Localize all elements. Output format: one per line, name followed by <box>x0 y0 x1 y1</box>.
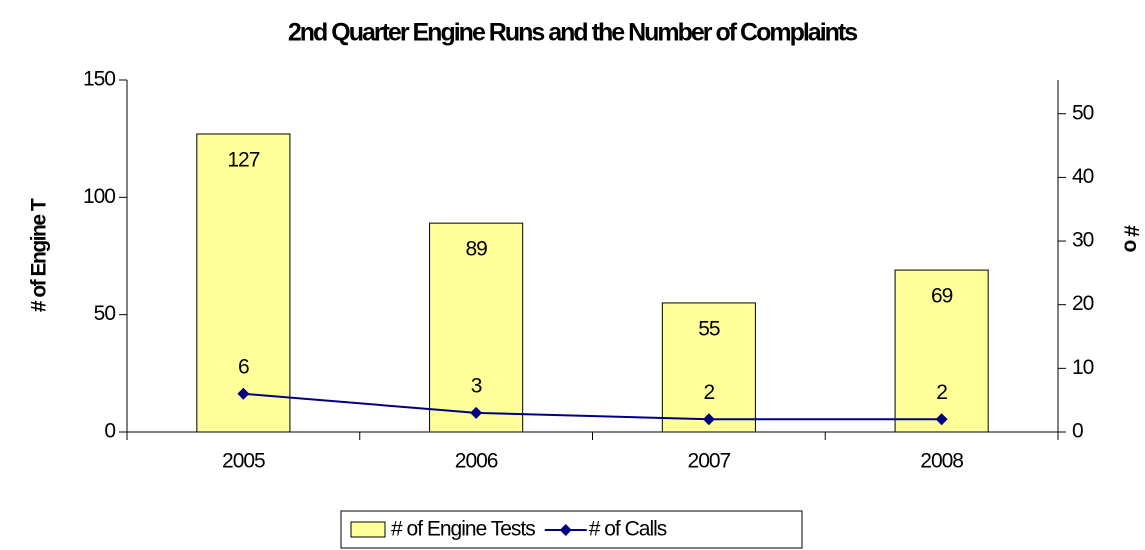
y-tick-label: 150 <box>83 68 115 91</box>
bar <box>661 302 756 433</box>
y2-tick-label: 50 <box>1072 101 1094 124</box>
x-tick-label: 2007 <box>688 450 731 473</box>
x-tick-label: 2008 <box>920 450 963 473</box>
x-tick-label: 2006 <box>455 450 498 473</box>
legend-label: # of Engine Tests <box>391 518 535 541</box>
y2-tick-label: 0 <box>1072 420 1083 443</box>
bar <box>894 269 989 433</box>
line-marker <box>702 413 715 426</box>
y-tick-label: 100 <box>83 185 115 208</box>
y2-axis-label: # o <box>1119 225 1142 252</box>
line-value-label: 3 <box>471 374 482 397</box>
y2-tick-label: 20 <box>1072 292 1094 315</box>
bar-value-label: 69 <box>931 285 953 308</box>
bar-value-label: 89 <box>465 238 487 261</box>
line <box>243 392 942 421</box>
y-axis-label: # of Engine T <box>28 198 51 312</box>
line-value-label: 6 <box>238 355 249 378</box>
line-value-label: 2 <box>704 381 715 404</box>
bar <box>196 133 291 433</box>
line-marker <box>935 413 948 426</box>
line-marker <box>237 387 250 400</box>
legend-swatch <box>350 521 386 538</box>
bar-value-label: 55 <box>698 317 720 340</box>
bar-value-label: 127 <box>227 149 259 172</box>
bar <box>429 222 524 433</box>
line-value-label: 2 <box>936 381 947 404</box>
x-tick-label: 2005 <box>222 450 265 473</box>
legend-label: # of Calls <box>589 518 667 541</box>
y-tick-label: 0 <box>104 420 115 443</box>
y-tick-label: 50 <box>94 302 116 325</box>
chart-title: 2nd Quarter Engine Runs and the Number o… <box>288 19 857 47</box>
y2-tick-label: 40 <box>1072 165 1094 188</box>
y2-tick-label: 30 <box>1072 229 1094 252</box>
line-marker <box>470 406 483 419</box>
y2-tick-label: 10 <box>1072 356 1094 379</box>
legend-marker <box>559 524 572 536</box>
